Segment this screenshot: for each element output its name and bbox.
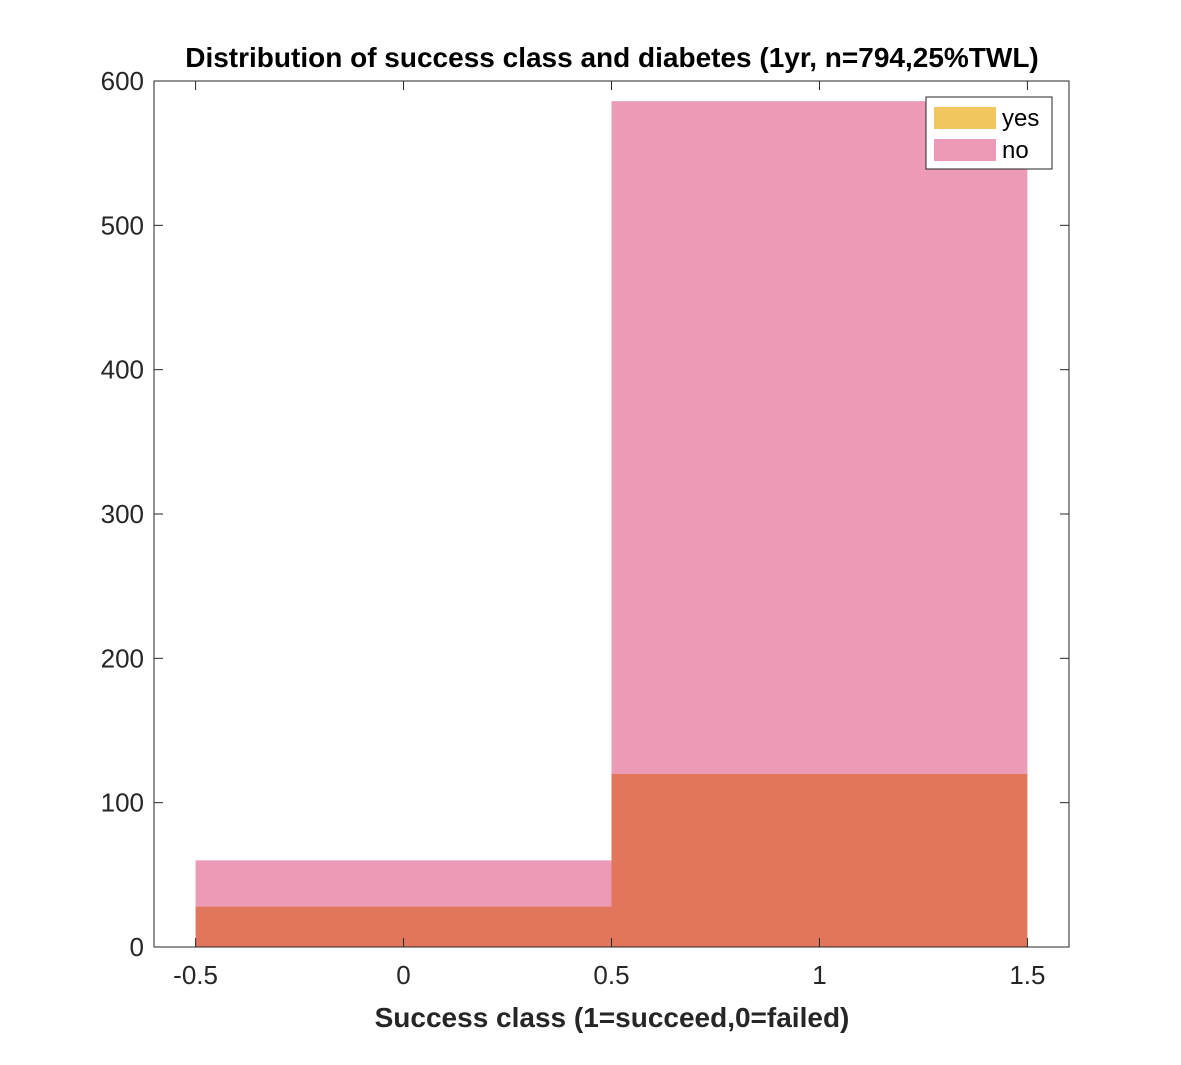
- y-tick-label: 600: [101, 66, 144, 96]
- legend: yes no: [925, 96, 1053, 170]
- x-tick-label: 0: [396, 960, 410, 990]
- y-tick-label: 0: [130, 932, 144, 962]
- legend-label-no: no: [1002, 137, 1029, 164]
- bars-layer: [195, 101, 1028, 947]
- bar-yes-1: [611, 773, 1028, 947]
- x-tick-label: -0.5: [173, 960, 218, 990]
- legend-swatch-no: [934, 139, 996, 161]
- legend-label-yes: yes: [1002, 105, 1039, 132]
- y-tick-label: 100: [101, 788, 144, 818]
- x-axis-label: Success class (1=succeed,0=failed): [375, 1002, 850, 1033]
- x-tick-label: 1.5: [1009, 960, 1045, 990]
- ticks-layer: 0 100 200 300 400 500 600 -0.5 0 0.5 1 1.5: [101, 66, 1069, 990]
- y-tick-label: 400: [101, 355, 144, 385]
- bar-no-1: [611, 101, 1028, 774]
- y-tick-label: 200: [101, 643, 144, 673]
- x-tick-label: 1: [812, 960, 826, 990]
- bar-no-0: [195, 860, 612, 907]
- y-tick-label: 300: [101, 499, 144, 529]
- x-tick-label: 0.5: [593, 960, 629, 990]
- legend-swatch-yes: [934, 107, 996, 129]
- chart-title: Distribution of success class and diabet…: [185, 42, 1039, 73]
- y-tick-label: 500: [101, 210, 144, 240]
